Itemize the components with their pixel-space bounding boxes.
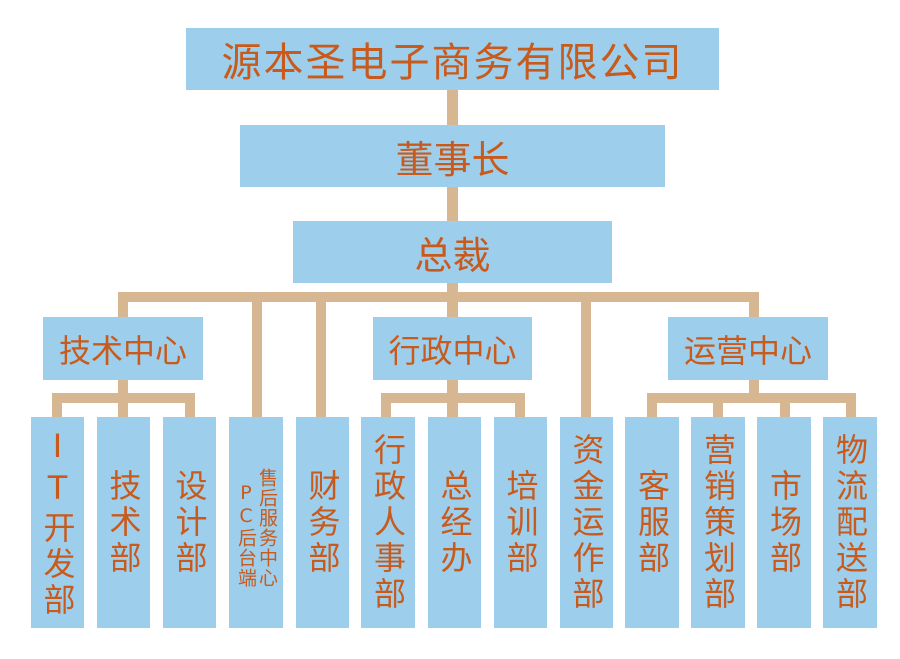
dept-it-dev-node: IT开发部 [31, 417, 84, 628]
connector-ops-stem [749, 380, 759, 397]
connector-tech-drop-3 [185, 393, 195, 418]
dept-training-label: 培训部 [501, 468, 540, 577]
connector-drop-zijin [581, 292, 591, 418]
connector-admin-stem [447, 380, 458, 397]
dept-marketing-node: 营销策划部 [691, 417, 745, 628]
dept-market-label: 市场部 [765, 468, 803, 577]
dept-hr-label: 行政人事部 [369, 432, 407, 613]
connector-main-bus [118, 292, 759, 302]
dept-logistics-node: 物流配送部 [823, 417, 877, 628]
connector-drop-pc [252, 292, 262, 418]
connector-ops-drop-1 [647, 393, 657, 418]
connector-ceo-bus [447, 282, 458, 296]
connector-admin-drop-3 [515, 393, 525, 418]
dept-design-label: 设计部 [170, 468, 209, 577]
connector-admin-drop-2 [447, 393, 458, 418]
connector-tech-stem [118, 380, 128, 397]
connector-ops-bus [647, 393, 856, 403]
connector-tech-drop-1 [52, 393, 62, 418]
dept-finance-node: 财务部 [296, 417, 349, 628]
dept-design-node: 设计部 [163, 417, 216, 628]
dept-it-dev-label: IT开发部 [38, 426, 77, 619]
dept-training-node: 培训部 [494, 417, 547, 628]
dept-pc-backend-label: PC后台端 [235, 481, 257, 588]
dept-tech-node: 技术部 [97, 417, 150, 628]
chairman-node: 董事长 [240, 125, 665, 187]
connector-ops-drop-4 [846, 393, 856, 418]
connector-drop-tech [118, 292, 128, 318]
dept-gm-office-label: 总经办 [435, 468, 474, 577]
dept-finance-label: 财务部 [303, 468, 342, 577]
tech-center-node: 技术中心 [43, 317, 203, 380]
connector-admin-drop-1 [381, 393, 391, 418]
dept-tech-label: 技术部 [104, 468, 143, 577]
dept-hr-node: 行政人事部 [361, 417, 415, 628]
dept-aftersales-pc-node: 售后服务中心 PC后台端 [229, 417, 283, 628]
ceo-node: 总裁 [293, 221, 612, 283]
company-node: 源本圣电子商务有限公司 [186, 28, 719, 90]
dept-logistics-label: 物流配送部 [831, 432, 869, 613]
dept-gm-office-node: 总经办 [428, 417, 481, 628]
dept-marketing-label: 营销策划部 [699, 432, 737, 613]
connector-company-chairman [447, 88, 458, 126]
dept-market-node: 市场部 [757, 417, 811, 628]
dept-funds-label: 资金运作部 [567, 432, 606, 613]
dept-aftersales-label: 售后服务中心 [256, 467, 278, 588]
dept-customer-service-node: 客服部 [625, 417, 679, 628]
connector-ops-drop-2 [713, 393, 723, 418]
connector-drop-caiwu [316, 292, 326, 418]
connector-drop-ops [749, 292, 759, 318]
admin-center-node: 行政中心 [373, 317, 532, 380]
dept-customer-service-label: 客服部 [633, 468, 671, 577]
connector-ops-drop-3 [780, 393, 790, 418]
connector-drop-admin [447, 292, 458, 318]
dept-funds-node: 资金运作部 [560, 417, 613, 628]
connector-tech-drop-2 [118, 393, 128, 418]
connector-chairman-ceo [447, 186, 458, 222]
ops-center-node: 运营中心 [668, 317, 828, 380]
